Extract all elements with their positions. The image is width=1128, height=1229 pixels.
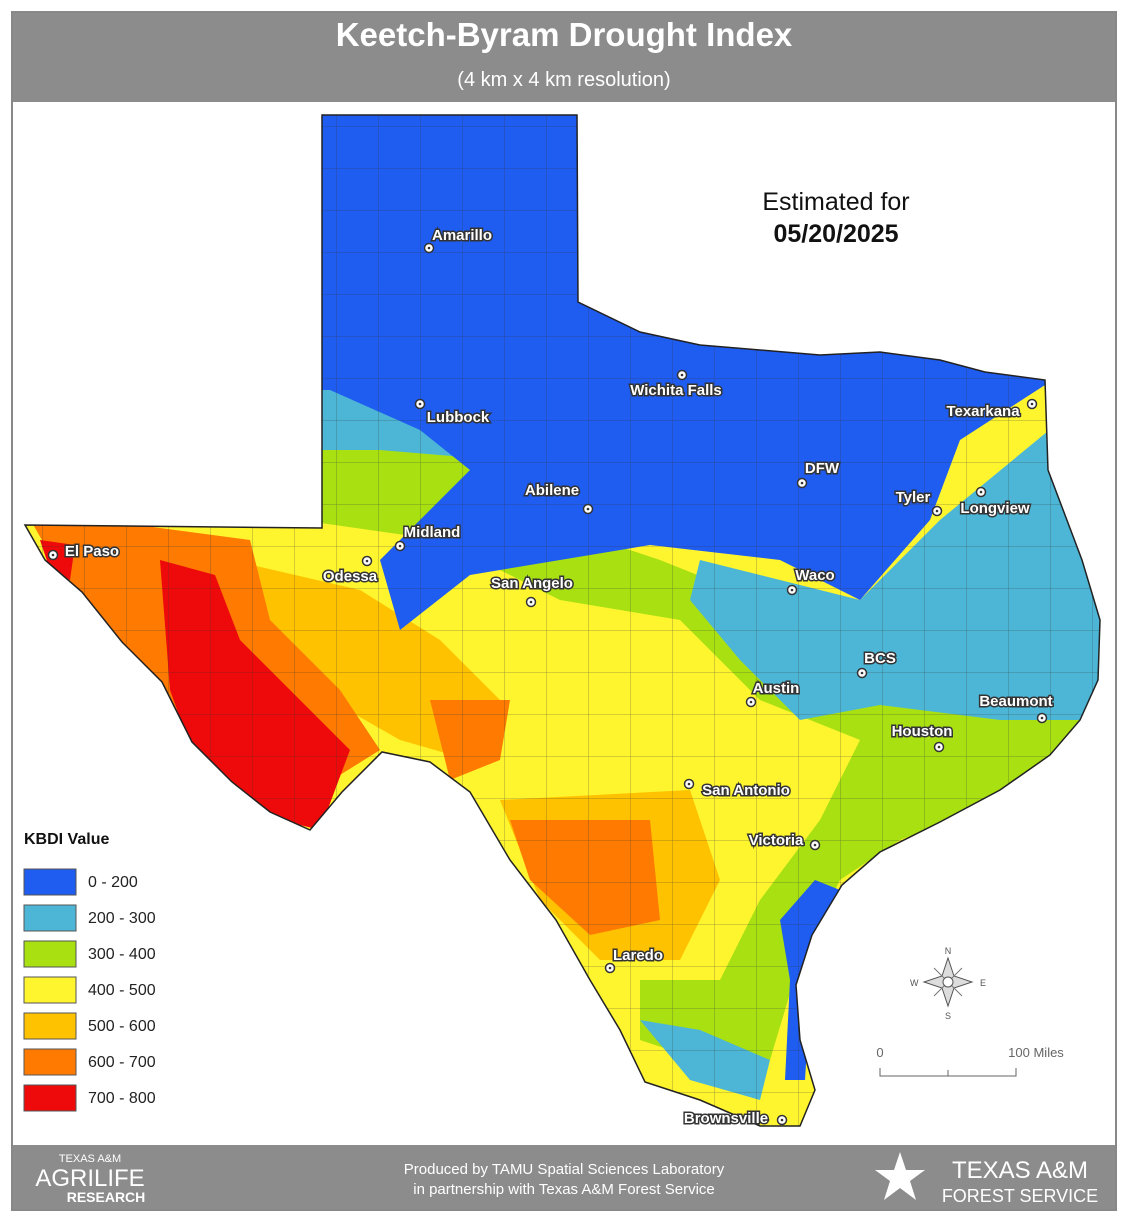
legend-label: 700 - 800 [88, 1090, 156, 1107]
legend-label: 400 - 500 [88, 982, 156, 999]
footer-band [13, 1145, 1115, 1209]
cities: Amarillo Lubbock Wichita Falls Texarkana Abi… [47, 226, 1054, 1129]
agrilife-line1: TEXAS A&M [59, 1153, 121, 1165]
legend-swatch [23, 868, 77, 896]
city-dot-center [979, 490, 983, 494]
scale-bar: 0 100 Miles [876, 1045, 1064, 1077]
city-dot-center [418, 402, 422, 406]
city-dot-center [680, 373, 684, 377]
city-dot-center [1030, 402, 1034, 406]
legend-label: 500 - 600 [88, 1018, 156, 1035]
city-dot-center [687, 782, 691, 786]
credit-line1: Produced by TAMU Spatial Sciences Labora… [404, 1161, 725, 1178]
city-dot-center [608, 966, 612, 970]
scale-line [879, 1068, 1017, 1077]
city-label: BCS [864, 650, 896, 667]
header-band [13, 13, 1115, 102]
city-dot-center [860, 671, 864, 675]
city-dot-center [790, 588, 794, 592]
forest-line1: TEXAS A&M [952, 1157, 1088, 1184]
city-dot-center [800, 481, 804, 485]
city-dot-center [427, 246, 431, 250]
city-dot-center [586, 507, 590, 511]
city-label: Tyler [896, 489, 931, 506]
city-label: DFW [805, 460, 840, 477]
city-dot-center [813, 843, 817, 847]
scale-start: 0 [876, 1045, 883, 1060]
title: Keetch-Byram Drought Index [336, 16, 793, 53]
city-label: Houston [892, 723, 953, 740]
city-label: Odessa [323, 568, 378, 585]
city-label: Victoria [749, 832, 804, 849]
credit-line2: in partnership with Texas A&M Forest Ser… [413, 1181, 715, 1198]
city-label: El Paso [65, 543, 119, 560]
legend: 0 - 200 200 - 300 300 - 400 400 - 500 500 - … [23, 868, 156, 1112]
legend-swatch [23, 1048, 77, 1076]
city-label: Wichita Falls [630, 382, 722, 399]
date-label: Estimated for [762, 188, 909, 216]
compass-s: S [945, 1011, 951, 1021]
compass: N E S W [910, 946, 986, 1021]
legend-title: KBDI Value [24, 831, 109, 848]
legend-swatch [23, 1084, 77, 1112]
compass-w: W [910, 978, 919, 988]
city-label: Amarillo [432, 227, 492, 244]
city-dot-center [935, 509, 939, 513]
city-label: Laredo [613, 947, 663, 964]
forest-line2: FOREST SERVICE [942, 1186, 1098, 1206]
legend-swatch [23, 904, 77, 932]
scale-end: 100 Miles [1008, 1045, 1064, 1060]
legend-label: 200 - 300 [88, 910, 156, 927]
city-dot-center [780, 1118, 784, 1122]
city-dot-center [51, 553, 55, 557]
agrilife-line2: AGRILIFE [35, 1165, 144, 1192]
city-dot-center [529, 600, 533, 604]
city-label: San Angelo [491, 575, 573, 592]
subtitle: (4 km x 4 km resolution) [457, 69, 670, 91]
legend-label: 0 - 200 [88, 874, 138, 891]
city-label: Abilene [525, 482, 579, 499]
city-dot-center [749, 700, 753, 704]
city-label: Austin [753, 680, 800, 697]
agrilife-line3: RESEARCH [67, 1189, 146, 1205]
legend-swatch [23, 1012, 77, 1040]
compass-center [942, 976, 954, 988]
city-label: San Antonio [702, 782, 790, 799]
legend-swatch [23, 976, 77, 1004]
city-label: Midland [404, 524, 461, 541]
city-dot-center [398, 544, 402, 548]
compass-n: N [945, 946, 952, 956]
city-label: Beaumont [979, 693, 1052, 710]
date-value: 05/20/2025 [773, 220, 898, 248]
city-label: Waco [795, 567, 834, 584]
forest-star [875, 1152, 925, 1200]
legend-swatch [23, 940, 77, 968]
city-label: Brownsville [684, 1110, 768, 1127]
city-dot-center [937, 745, 941, 749]
city-label: Longview [960, 500, 1030, 517]
compass-e: E [980, 978, 986, 988]
legend-label: 600 - 700 [88, 1054, 156, 1071]
city-label: Texarkana [946, 403, 1020, 420]
city-label: Lubbock [427, 409, 490, 426]
city-dot-center [1040, 716, 1044, 720]
legend-label: 300 - 400 [88, 946, 156, 963]
city-dot-center [365, 559, 369, 563]
